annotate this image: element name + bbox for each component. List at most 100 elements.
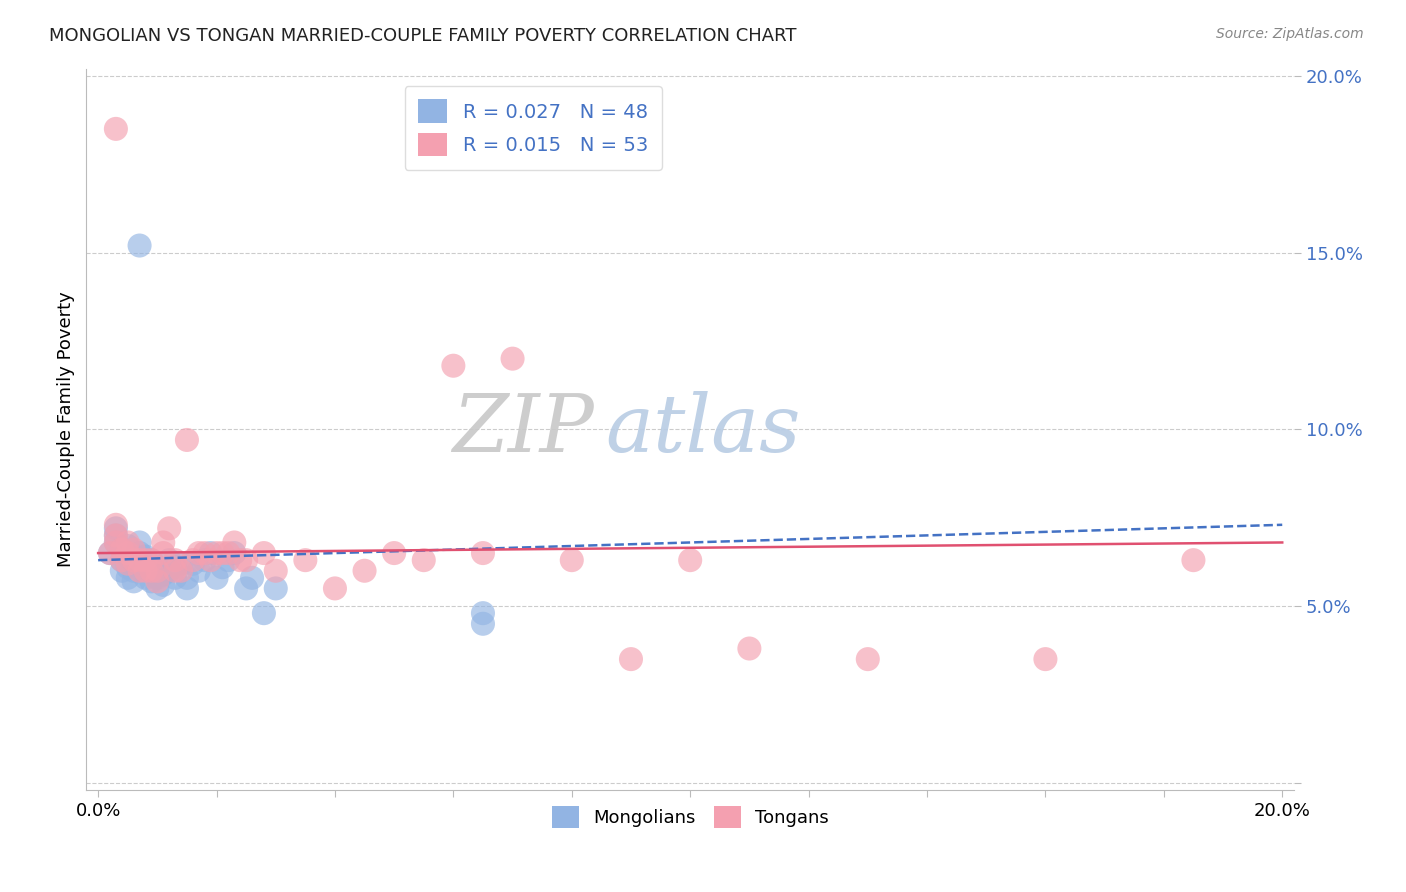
Point xyxy=(194,553,217,567)
Text: Source: ZipAtlas.com: Source: ZipAtlas.com xyxy=(1216,27,1364,41)
Point xyxy=(412,553,434,567)
Point xyxy=(104,535,127,549)
Point xyxy=(472,546,495,560)
Point xyxy=(117,549,139,564)
Point xyxy=(128,546,150,560)
Point xyxy=(181,553,204,567)
Point xyxy=(128,535,150,549)
Point xyxy=(157,521,180,535)
Point xyxy=(441,359,464,373)
Point xyxy=(117,560,139,574)
Y-axis label: Married-Couple Family Poverty: Married-Couple Family Poverty xyxy=(58,292,75,567)
Point xyxy=(194,546,217,560)
Point xyxy=(472,606,495,620)
Point xyxy=(98,546,121,560)
Point xyxy=(122,574,145,589)
Point xyxy=(679,553,702,567)
Point xyxy=(235,553,257,567)
Point xyxy=(98,546,121,560)
Point xyxy=(134,560,156,574)
Point xyxy=(117,557,139,571)
Point xyxy=(134,553,156,567)
Point xyxy=(205,571,228,585)
Point xyxy=(217,553,239,567)
Point xyxy=(264,564,287,578)
Point xyxy=(141,564,163,578)
Point xyxy=(104,535,127,549)
Point xyxy=(176,582,198,596)
Point xyxy=(1182,553,1205,567)
Point xyxy=(165,560,187,574)
Point xyxy=(382,546,405,560)
Point xyxy=(104,528,127,542)
Point xyxy=(128,238,150,252)
Point xyxy=(104,121,127,136)
Point xyxy=(253,606,276,620)
Point xyxy=(117,535,139,549)
Point xyxy=(170,564,193,578)
Point xyxy=(157,564,180,578)
Point xyxy=(146,564,169,578)
Point xyxy=(117,571,139,585)
Point xyxy=(157,553,180,567)
Point xyxy=(502,351,524,366)
Point xyxy=(224,546,246,560)
Point xyxy=(170,557,193,571)
Point xyxy=(134,571,156,585)
Point xyxy=(229,553,252,567)
Point xyxy=(111,542,134,557)
Point xyxy=(187,546,209,560)
Point xyxy=(152,567,174,582)
Point xyxy=(122,553,145,567)
Point xyxy=(294,553,316,567)
Point xyxy=(111,553,134,567)
Point xyxy=(141,574,163,589)
Point xyxy=(122,542,145,557)
Point xyxy=(165,571,187,585)
Point xyxy=(146,571,169,585)
Point xyxy=(128,557,150,571)
Point xyxy=(152,546,174,560)
Point xyxy=(117,546,139,560)
Point xyxy=(146,574,169,589)
Point xyxy=(165,564,187,578)
Point xyxy=(561,553,583,567)
Point xyxy=(152,578,174,592)
Point xyxy=(104,521,127,535)
Point xyxy=(181,557,204,571)
Point xyxy=(217,546,239,560)
Point xyxy=(122,564,145,578)
Point xyxy=(738,641,761,656)
Text: ZIP: ZIP xyxy=(451,391,593,468)
Point xyxy=(200,546,222,560)
Point xyxy=(176,571,198,585)
Point xyxy=(111,564,134,578)
Point xyxy=(620,652,643,666)
Point xyxy=(224,535,246,549)
Point xyxy=(104,528,127,542)
Legend: Mongolians, Tongans: Mongolians, Tongans xyxy=(544,798,837,835)
Point xyxy=(128,564,150,578)
Point xyxy=(165,553,187,567)
Point xyxy=(235,582,257,596)
Point xyxy=(117,539,139,553)
Point xyxy=(200,553,222,567)
Point xyxy=(240,571,263,585)
Point xyxy=(253,546,276,560)
Point xyxy=(141,564,163,578)
Point xyxy=(152,535,174,549)
Point xyxy=(856,652,879,666)
Point xyxy=(141,553,163,567)
Point xyxy=(176,433,198,447)
Text: MONGOLIAN VS TONGAN MARRIED-COUPLE FAMILY POVERTY CORRELATION CHART: MONGOLIAN VS TONGAN MARRIED-COUPLE FAMIL… xyxy=(49,27,797,45)
Point xyxy=(146,560,169,574)
Point xyxy=(104,517,127,532)
Point xyxy=(323,582,346,596)
Point xyxy=(211,560,233,574)
Point xyxy=(111,553,134,567)
Point xyxy=(134,564,156,578)
Point xyxy=(128,553,150,567)
Point xyxy=(264,582,287,596)
Point xyxy=(141,553,163,567)
Point xyxy=(146,582,169,596)
